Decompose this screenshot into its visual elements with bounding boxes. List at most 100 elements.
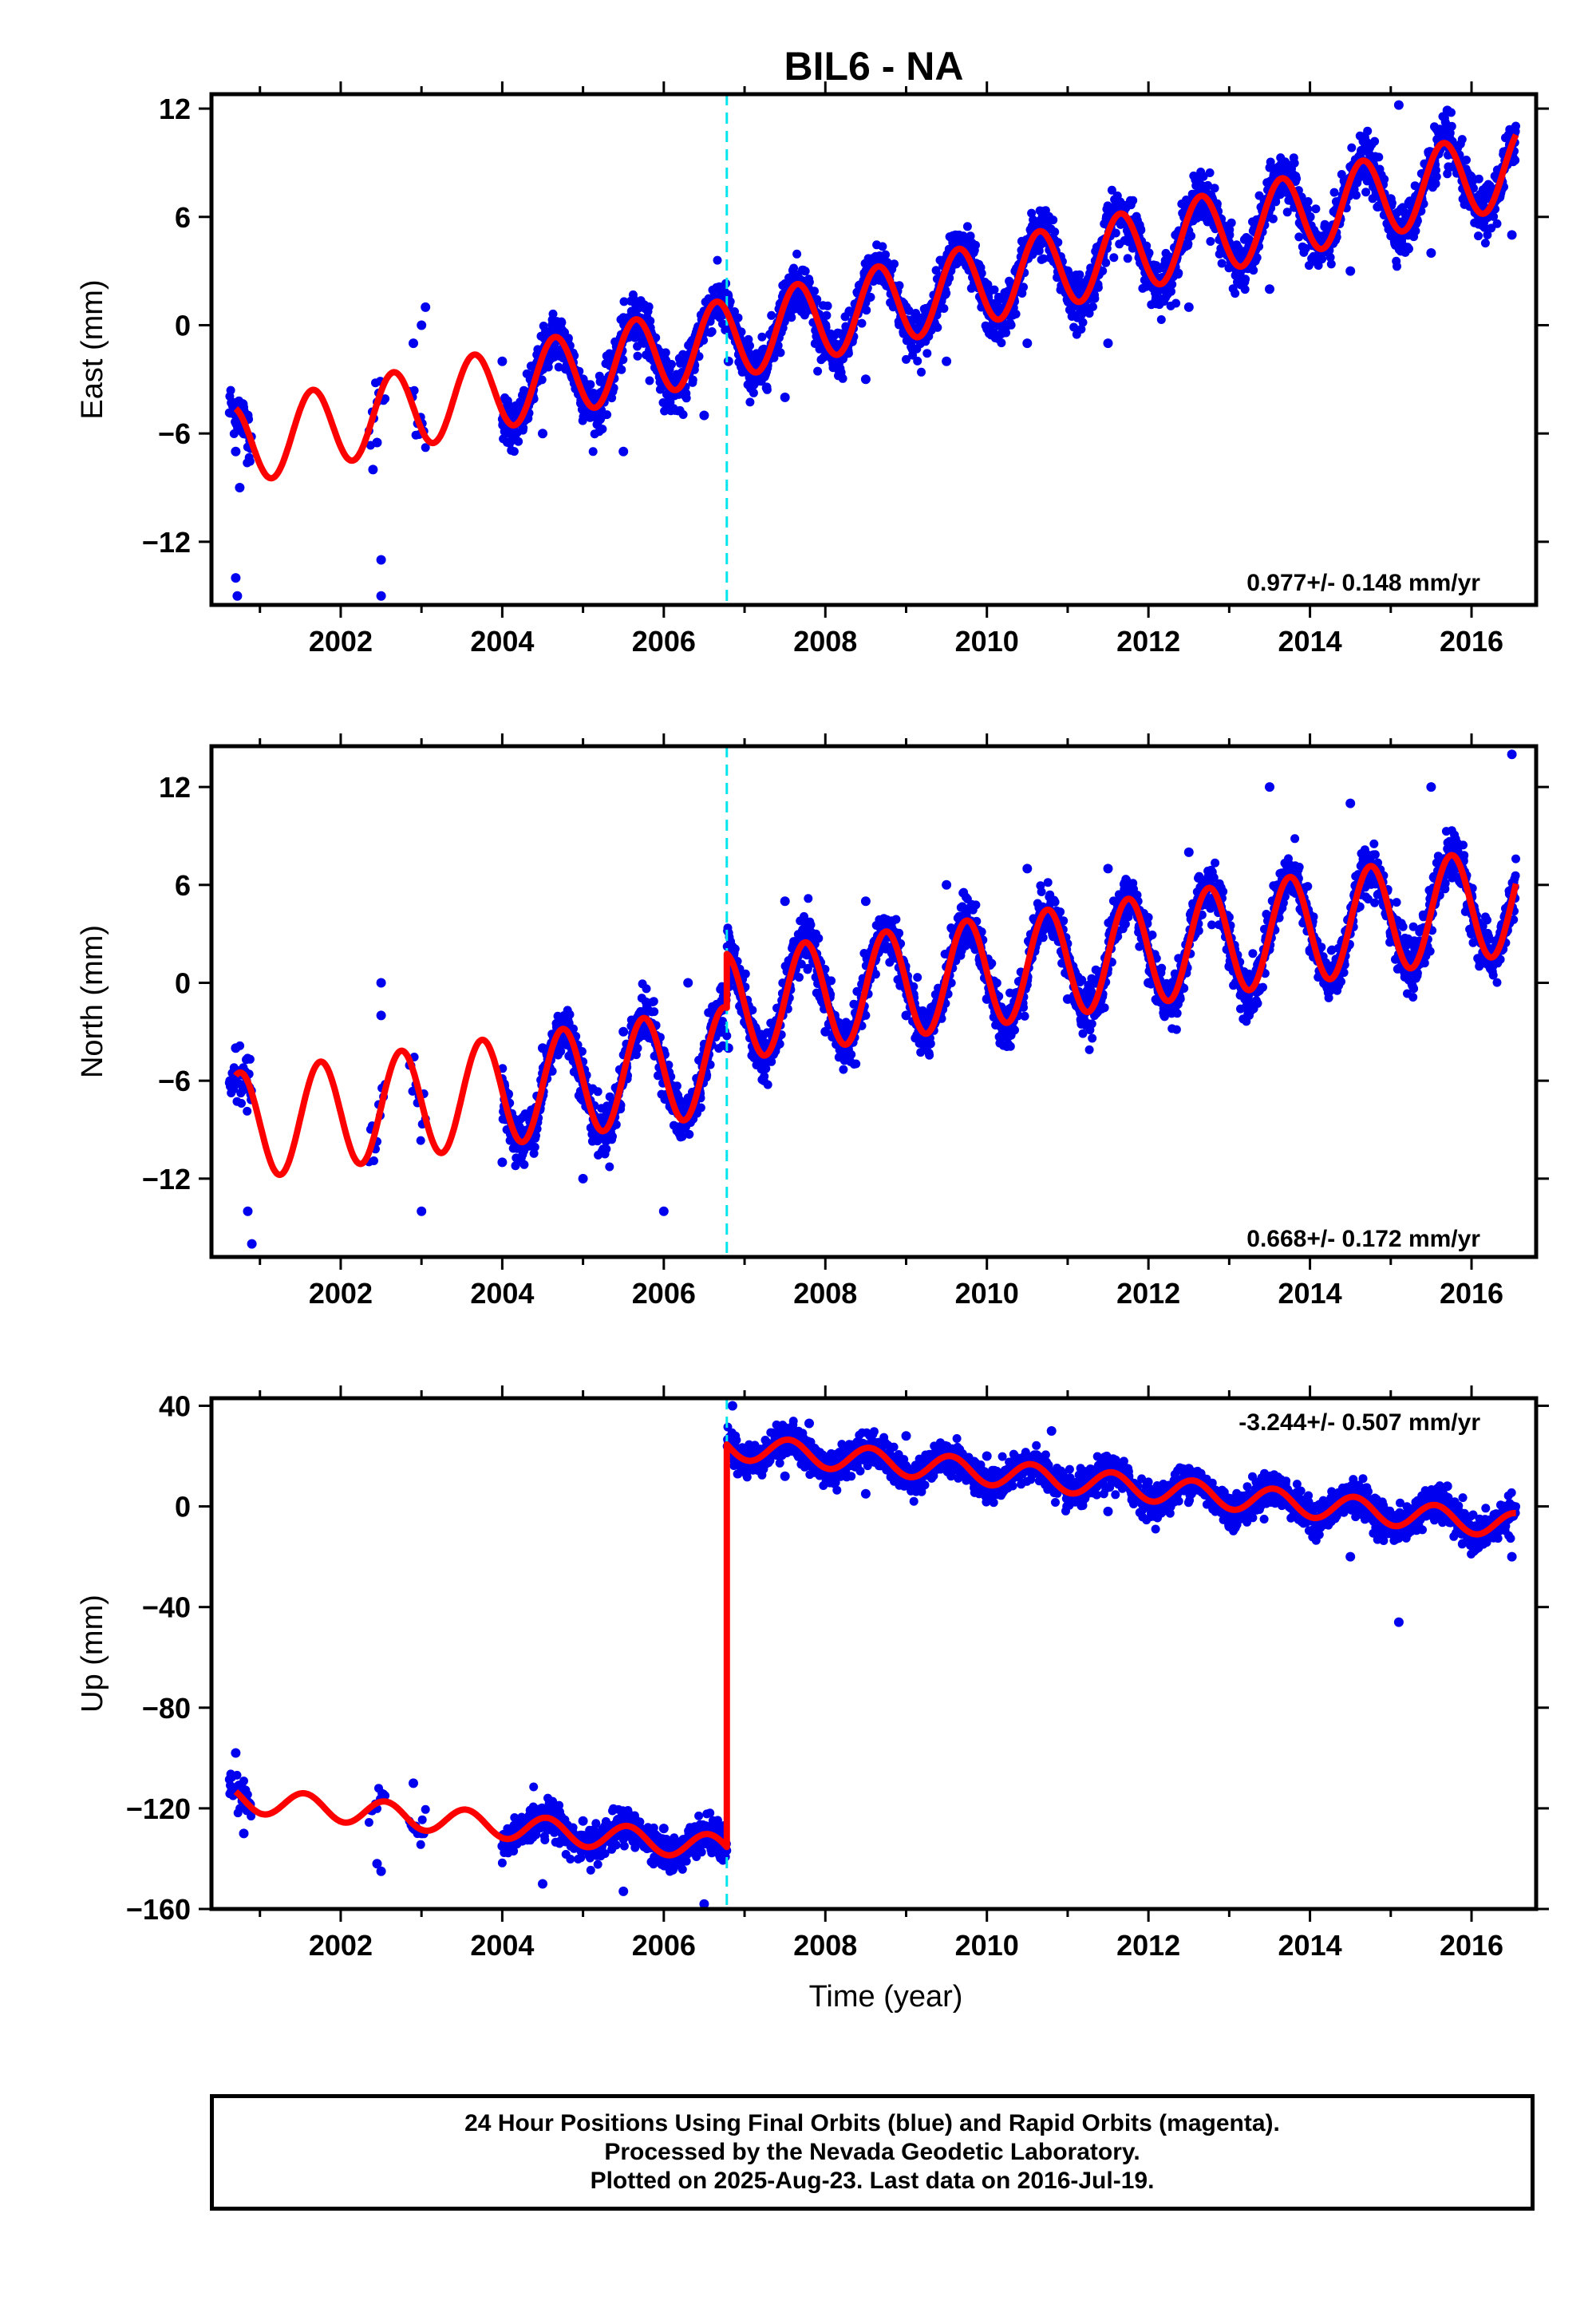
data-point [1474,231,1483,241]
data-point [1231,289,1240,298]
data-point [1467,176,1476,186]
data-point [1363,126,1373,136]
data-point [416,1136,425,1145]
data-point [945,273,954,283]
data-point [1109,253,1119,263]
data-point [1093,283,1103,292]
data-point [646,316,655,326]
data-point [678,410,688,419]
data-point [763,1080,772,1089]
data-point [757,332,767,342]
data-point [618,355,628,365]
data-point [1443,169,1452,179]
data-point [804,278,814,287]
data-point [243,1106,252,1116]
data-point [1123,254,1132,263]
data-point [1325,253,1335,262]
data-point [827,976,836,986]
data-point [235,483,245,492]
data-point [1432,172,1441,181]
data-point [913,973,922,982]
data-point [737,327,746,337]
data-point [237,1099,246,1108]
data-point [509,447,519,456]
data-point [1227,218,1236,227]
data-point [538,429,547,439]
data-point [1445,128,1455,138]
data-point [733,313,743,322]
data-point [696,1103,705,1113]
data-point [1511,121,1520,131]
data-point [1039,254,1049,263]
data-point [1489,211,1499,221]
x-tick-label: 2016 [1440,625,1503,658]
data-point [792,249,802,259]
data-point [722,1031,732,1041]
data-point [598,425,607,434]
data-point [1457,135,1467,144]
plot-area [224,746,1520,1257]
data-point [1027,208,1037,218]
data-point [789,263,799,273]
x-tick-label: 2010 [955,625,1019,658]
data-point [1090,294,1100,303]
data-point [1136,225,1146,235]
data-point [1206,237,1215,246]
data-point [537,375,547,385]
data-point [813,366,823,376]
data-point [762,385,772,394]
data-point [618,446,629,456]
data-point [860,374,871,385]
data-point [548,309,558,318]
data-point [911,309,921,318]
data-point [1174,268,1183,278]
data-point [1511,156,1520,165]
data-point [823,301,832,310]
data-point [857,318,867,328]
data-point [776,348,785,358]
data-point [1469,184,1478,193]
data-point [633,1043,642,1053]
data-point [1103,338,1113,349]
panel-north: 2002 2004 2006 2008 2010 2012 2014 2016−12−6061… [76,733,1549,1310]
data-point [1010,1026,1019,1035]
data-point [1492,219,1502,228]
data-point [1329,188,1339,197]
data-point [593,1087,602,1097]
data-point [942,288,951,298]
data-point [942,356,952,366]
data-point [800,267,810,276]
data-point [1483,230,1492,239]
data-point [1199,172,1208,181]
y-tick-label: 6 [175,201,191,234]
data-point [688,375,697,385]
data-point [1447,121,1456,131]
data-point [1212,199,1222,208]
data-point [530,1142,539,1152]
data-point [1385,194,1396,204]
data-point [926,1039,935,1049]
data-point [1187,231,1196,241]
data-point [741,969,750,978]
data-point [605,1162,614,1172]
data-point [376,591,386,601]
data-point [1411,226,1420,235]
data-point [602,1144,611,1154]
data-point [908,350,918,360]
data-point [667,360,676,369]
data-point [917,367,926,377]
data-point [812,294,822,304]
data-point [1111,228,1120,238]
data-point [1347,143,1357,152]
data-point [672,1081,681,1091]
data-point [588,447,598,456]
data-point [1303,197,1313,206]
data-point [1252,253,1262,263]
data-point [1249,266,1258,275]
data-point [1019,283,1028,292]
data-point [1167,279,1177,289]
data-point [409,338,418,349]
data-point [1303,204,1313,214]
data-point [1462,156,1471,164]
data-point [787,313,796,322]
